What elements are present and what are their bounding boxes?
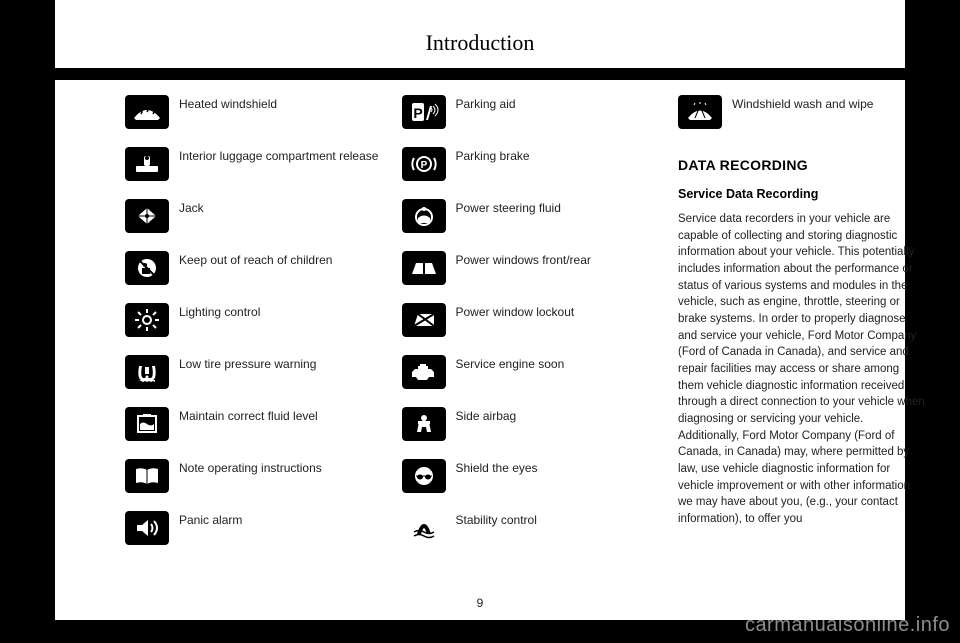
shield-eyes-label: Shield the eyes: [446, 459, 538, 477]
stability-control-label: Stability control: [446, 511, 537, 529]
maintain-fluid-level-label: Maintain correct fluid level: [169, 407, 318, 425]
stability-control-icon: [402, 511, 446, 545]
side-airbag-icon: [402, 407, 446, 441]
service-engine-soon-icon: [402, 355, 446, 389]
page-title: Introduction: [55, 0, 905, 66]
power-window-lockout-icon: [402, 303, 446, 337]
power-windows-icon: [402, 251, 446, 285]
power-steering-fluid-icon: [402, 199, 446, 233]
low-tire-pressure-label: Low tire pressure warning: [169, 355, 316, 373]
keep-out-of-reach-label: Keep out of reach of children: [169, 251, 332, 269]
watermark-text: carmanualsonline.info: [745, 614, 950, 637]
symbol-row-panic-alarm: Panic alarm: [125, 511, 382, 545]
heated-windshield-icon: [125, 95, 169, 129]
symbol-row-windshield-wash-wipe: Windshield wash and wipe: [678, 95, 925, 129]
column-2: P Parking aid P Parking brake Power steering…: [402, 95, 679, 563]
symbol-row-heated-windshield: Heated windshield: [125, 95, 382, 129]
symbol-row-side-airbag: Side airbag: [402, 407, 659, 441]
jack-label: Jack: [169, 199, 204, 217]
symbol-row-keep-out-of-reach: Keep out of reach of children: [125, 251, 382, 285]
column-3: Windshield wash and wipe DATA RECORDING …: [678, 95, 945, 563]
windshield-wash-wipe-label: Windshield wash and wipe: [722, 95, 873, 113]
header-black-bar: [0, 68, 960, 80]
parking-aid-icon: P: [402, 95, 446, 129]
note-operating-instructions-label: Note operating instructions: [169, 459, 322, 477]
page-root: Introduction Heated windshield Interior l…: [0, 0, 960, 643]
svg-text:P: P: [413, 105, 422, 121]
symbol-row-service-engine-soon: Service engine soon: [402, 355, 659, 389]
parking-brake-label: Parking brake: [446, 147, 530, 165]
panic-alarm-label: Panic alarm: [169, 511, 242, 529]
power-windows-label: Power windows front/rear: [446, 251, 591, 269]
interior-luggage-release-icon: [125, 147, 169, 181]
symbol-row-maintain-fluid-level: Maintain correct fluid level: [125, 407, 382, 441]
power-window-lockout-label: Power window lockout: [446, 303, 575, 321]
lighting-control-icon: [125, 303, 169, 337]
symbol-row-power-window-lockout: Power window lockout: [402, 303, 659, 337]
maintain-fluid-level-icon: [125, 407, 169, 441]
symbol-row-lighting-control: Lighting control: [125, 303, 382, 337]
symbol-row-parking-aid: P Parking aid: [402, 95, 659, 129]
svg-text:P: P: [420, 160, 427, 171]
symbol-row-jack: Jack: [125, 199, 382, 233]
low-tire-pressure-icon: [125, 355, 169, 389]
body-text: Service data recorders in your vehicle a…: [678, 211, 925, 528]
symbol-row-low-tire-pressure: Low tire pressure warning: [125, 355, 382, 389]
symbol-row-shield-eyes: Shield the eyes: [402, 459, 659, 493]
symbol-row-power-windows: Power windows front/rear: [402, 251, 659, 285]
panic-alarm-icon: [125, 511, 169, 545]
symbol-row-stability-control: Stability control: [402, 511, 659, 545]
heated-windshield-label: Heated windshield: [169, 95, 277, 113]
data-recording-heading: DATA RECORDING: [678, 157, 925, 173]
service-engine-soon-label: Service engine soon: [446, 355, 565, 373]
keep-out-of-reach-icon: [125, 251, 169, 285]
content-columns: Heated windshield Interior luggage compar…: [125, 95, 945, 563]
interior-luggage-release-label: Interior luggage compartment release: [169, 147, 378, 165]
page-number: 9: [55, 596, 905, 610]
symbol-row-power-steering-fluid: Power steering fluid: [402, 199, 659, 233]
windshield-wash-wipe-icon: [678, 95, 722, 129]
jack-icon: [125, 199, 169, 233]
lighting-control-label: Lighting control: [169, 303, 260, 321]
parking-aid-label: Parking aid: [446, 95, 516, 113]
symbol-row-note-operating-instructions: Note operating instructions: [125, 459, 382, 493]
symbol-row-interior-luggage-release: Interior luggage compartment release: [125, 147, 382, 181]
service-data-recording-heading: Service Data Recording: [678, 187, 925, 201]
shield-eyes-icon: [402, 459, 446, 493]
symbol-row-parking-brake: P Parking brake: [402, 147, 659, 181]
column-1: Heated windshield Interior luggage compar…: [125, 95, 402, 563]
power-steering-fluid-label: Power steering fluid: [446, 199, 561, 217]
parking-brake-icon: P: [402, 147, 446, 181]
side-airbag-label: Side airbag: [446, 407, 517, 425]
page-sheet: Introduction Heated windshield Interior l…: [55, 0, 905, 620]
note-operating-instructions-icon: [125, 459, 169, 493]
